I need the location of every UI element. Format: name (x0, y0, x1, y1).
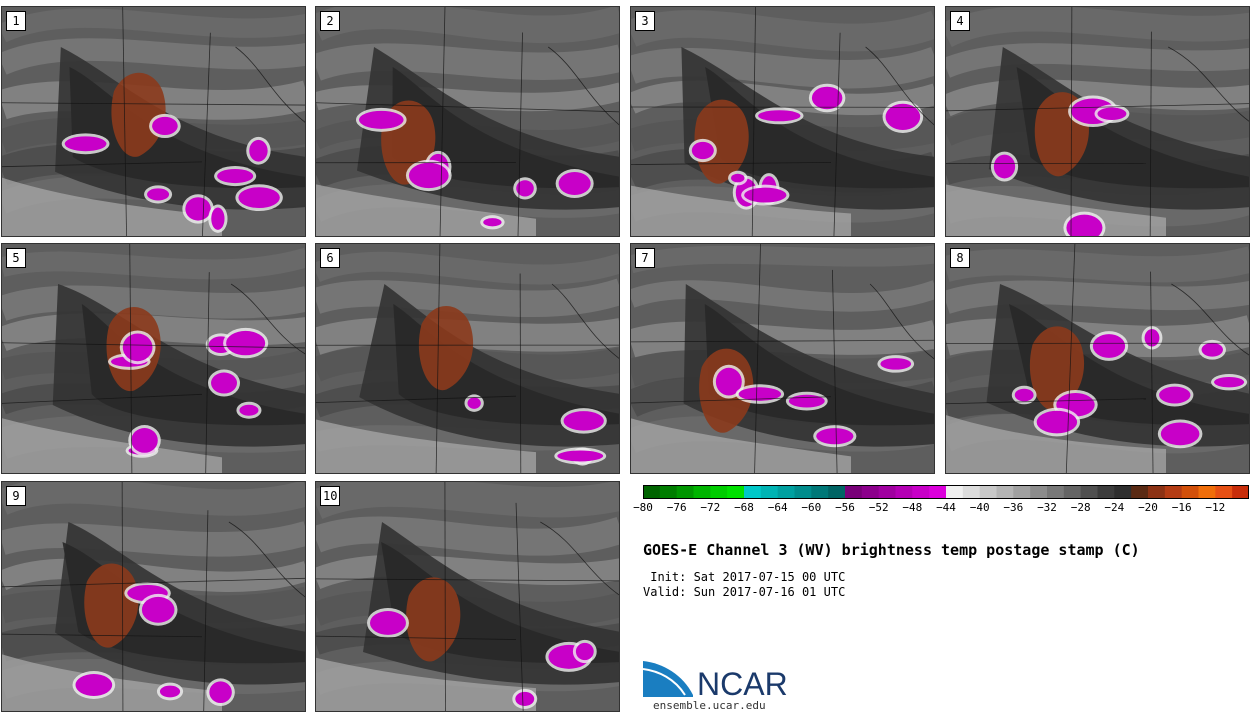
postage-stamp-panel: 3 (630, 6, 935, 237)
ncar-logo-text: NCAR (697, 666, 788, 699)
panel-label: 7 (635, 248, 655, 268)
colorbar-tick-label: −64 (767, 501, 788, 514)
colorbar-swatch (811, 485, 829, 499)
init-time: Init: Sat 2017-07-15 00 UTC (643, 570, 846, 584)
colorbar-tick-label: −76 (666, 501, 687, 514)
colorbar-swatch (1215, 485, 1233, 499)
colorbar-swatch (1181, 485, 1199, 499)
colorbar-swatch (1164, 485, 1183, 499)
colorbar-swatch (878, 485, 896, 499)
colorbar-swatch (744, 485, 762, 499)
colorbar-swatch (1097, 485, 1115, 499)
colorbar-swatch (676, 485, 694, 499)
colorbar-swatch (1080, 485, 1098, 499)
colorbar-swatch (693, 485, 711, 499)
colorbar-tick-label: −36 (1003, 501, 1024, 514)
colorbar-tick-label: −24 (1104, 501, 1125, 514)
postage-stamp-panel: 9 (1, 481, 306, 712)
postage-stamp-panel: 1 (1, 6, 306, 237)
colorbar-swatch (659, 485, 678, 499)
colorbar-swatch (1232, 485, 1249, 499)
colorbar-swatch (1148, 485, 1166, 499)
postage-stamp-panel: 4 (945, 6, 1250, 237)
panel-label: 8 (950, 248, 970, 268)
colorbar-swatch (1013, 485, 1031, 499)
panel-label: 4 (950, 11, 970, 31)
colorbar-tick-label: −72 (700, 501, 721, 514)
colorbar-swatch (946, 485, 964, 499)
postage-stamp-panel: 5 (1, 243, 306, 474)
colorbar-ticks: −80 −76 −72 −68 −64 −60 −56 −52 −48 −44 −40 −36 −32−… (633, 501, 1249, 519)
colorbar-swatch (760, 485, 779, 499)
colorbar-swatch (710, 485, 728, 499)
colorbar-tick-label: −20 (1138, 501, 1158, 514)
colorbar-swatch (777, 485, 795, 499)
figure-title: GOES-E Channel 3 (WV) brightness temp po… (643, 541, 1140, 559)
ncar-logo: NCAR (643, 658, 788, 699)
colorbar-tick-label: −44 (936, 501, 956, 514)
colorbar-tick-label: −68 (734, 501, 754, 514)
colorbar-tick-label: −60 (801, 501, 822, 514)
colorbar-swatch (845, 485, 863, 499)
colorbar-swatch (912, 485, 930, 499)
panel-label: 6 (320, 248, 340, 268)
colorbar-tick-label: −28 (1070, 501, 1091, 514)
colorbar-swatch (1030, 485, 1048, 499)
colorbar-swatch (1114, 485, 1132, 499)
colorbar-swatch (643, 485, 661, 499)
colorbar-swatch (979, 485, 997, 499)
colorbar-swatch (996, 485, 1014, 499)
postage-stamp-panel: 6 (315, 243, 620, 474)
colorbar-swatch (861, 485, 880, 499)
postage-stamp-panel: 7 (630, 243, 935, 474)
postage-stamp-panel: 8 (945, 243, 1250, 474)
colorbar (643, 485, 1249, 499)
panel-label: 3 (635, 11, 655, 31)
colorbar-swatch (1047, 485, 1065, 499)
colorbar-swatch (1063, 485, 1082, 499)
colorbar-swatch (1131, 485, 1149, 499)
colorbar-swatch (828, 485, 846, 499)
panel-label: 2 (320, 11, 340, 31)
postage-stamp-panel: 10 (315, 481, 620, 712)
panel-label: 10 (320, 486, 341, 506)
colorbar-swatch (794, 485, 812, 499)
colorbar-tick-label: −40 (969, 501, 990, 514)
colorbar-swatch (962, 485, 981, 499)
colorbar-tick-label: −12 (1205, 501, 1226, 514)
colorbar-swatch (727, 485, 745, 499)
colorbar-tick-label: −52 (868, 501, 889, 514)
panel-label: 9 (6, 486, 26, 506)
colorbar-tick-label: −56 (835, 501, 855, 514)
postage-stamp-panel: 2 (315, 6, 620, 237)
colorbar-tick-label: −32 (1037, 501, 1057, 514)
colorbar-tick-label: −48 (902, 501, 923, 514)
colorbar-swatch (1198, 485, 1216, 499)
colorbar-swatch (895, 485, 913, 499)
site-url: ensemble.ucar.edu (653, 699, 766, 712)
colorbar-tick-label: −80 (633, 501, 653, 514)
colorbar-swatch (929, 485, 947, 499)
valid-time: Valid: Sun 2017-07-16 01 UTC (643, 585, 846, 599)
panel-label: 5 (6, 248, 26, 268)
panel-label: 1 (6, 11, 26, 31)
colorbar-tick-label: −16 (1171, 501, 1192, 514)
